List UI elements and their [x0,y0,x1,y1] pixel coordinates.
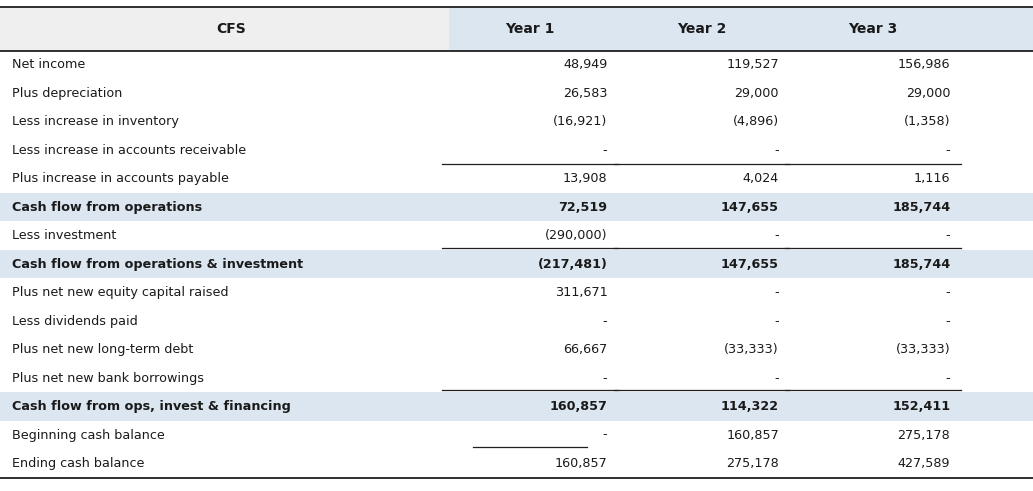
Text: 185,744: 185,744 [893,258,950,271]
Text: -: - [603,315,607,327]
Text: 1,116: 1,116 [914,172,950,185]
Text: (4,896): (4,896) [732,115,779,128]
Text: Plus net new long-term debt: Plus net new long-term debt [12,343,194,356]
Text: Plus net new bank borrowings: Plus net new bank borrowings [12,372,205,384]
Bar [0,250,1033,278]
Text: -: - [775,229,779,242]
Bar [0,193,1033,221]
Bar [0,7,449,51]
Bar [0,392,1033,421]
Text: 147,655: 147,655 [721,201,779,214]
Text: Less dividends paid: Less dividends paid [12,315,138,327]
Bar [0,164,1033,193]
Text: Plus net new equity capital raised: Plus net new equity capital raised [12,286,229,299]
Text: -: - [603,429,607,441]
Bar [0,335,1033,364]
Text: 311,671: 311,671 [555,286,607,299]
Text: 427,589: 427,589 [898,457,950,470]
Text: -: - [946,315,950,327]
Text: -: - [946,229,950,242]
Text: -: - [775,315,779,327]
Text: -: - [603,372,607,384]
Text: (290,000): (290,000) [544,229,607,242]
Bar [0,79,1033,108]
Text: 114,322: 114,322 [721,400,779,413]
Text: -: - [946,286,950,299]
Bar [0,221,1033,250]
Bar [0,307,1033,335]
Text: 160,857: 160,857 [555,457,607,470]
Text: Year 2: Year 2 [677,22,726,36]
Text: -: - [946,372,950,384]
Text: Less investment: Less investment [12,229,117,242]
Text: 29,000: 29,000 [906,87,950,100]
Bar [0,421,1033,449]
Text: -: - [775,144,779,157]
Text: Ending cash balance: Ending cash balance [12,457,145,470]
Bar [0,136,1033,164]
Text: 160,857: 160,857 [726,429,779,441]
Text: 4,024: 4,024 [743,172,779,185]
Bar [0,364,1033,392]
Text: 13,908: 13,908 [563,172,607,185]
Bar [449,7,1033,51]
Text: (1,358): (1,358) [904,115,950,128]
Bar [0,449,1033,478]
Text: Year 1: Year 1 [505,22,555,36]
Text: (33,333): (33,333) [896,343,950,356]
Bar [0,51,1033,79]
Text: Less increase in inventory: Less increase in inventory [12,115,180,128]
Text: CFS: CFS [216,22,246,36]
Text: 185,744: 185,744 [893,201,950,214]
Text: Less increase in accounts receivable: Less increase in accounts receivable [12,144,247,157]
Bar [0,278,1033,307]
Text: Cash flow from operations: Cash flow from operations [12,201,202,214]
Text: 119,527: 119,527 [726,58,779,71]
Text: Net income: Net income [12,58,86,71]
Text: 66,667: 66,667 [563,343,607,356]
Text: 72,519: 72,519 [558,201,607,214]
Text: 29,000: 29,000 [734,87,779,100]
Text: -: - [775,286,779,299]
Text: Year 3: Year 3 [848,22,898,36]
Text: -: - [946,144,950,157]
Text: 160,857: 160,857 [550,400,607,413]
Text: 152,411: 152,411 [893,400,950,413]
Text: Plus increase in accounts payable: Plus increase in accounts payable [12,172,229,185]
Text: 48,949: 48,949 [563,58,607,71]
Text: Cash flow from operations & investment: Cash flow from operations & investment [12,258,304,271]
Text: 26,583: 26,583 [563,87,607,100]
Text: 275,178: 275,178 [898,429,950,441]
Text: (217,481): (217,481) [537,258,607,271]
Text: -: - [775,372,779,384]
Bar [0,108,1033,136]
Text: 156,986: 156,986 [898,58,950,71]
Text: 147,655: 147,655 [721,258,779,271]
Text: Plus depreciation: Plus depreciation [12,87,123,100]
Text: Beginning cash balance: Beginning cash balance [12,429,165,441]
Text: (16,921): (16,921) [553,115,607,128]
Text: -: - [603,144,607,157]
Text: (33,333): (33,333) [724,343,779,356]
Text: 275,178: 275,178 [726,457,779,470]
Text: Cash flow from ops, invest & financing: Cash flow from ops, invest & financing [12,400,291,413]
